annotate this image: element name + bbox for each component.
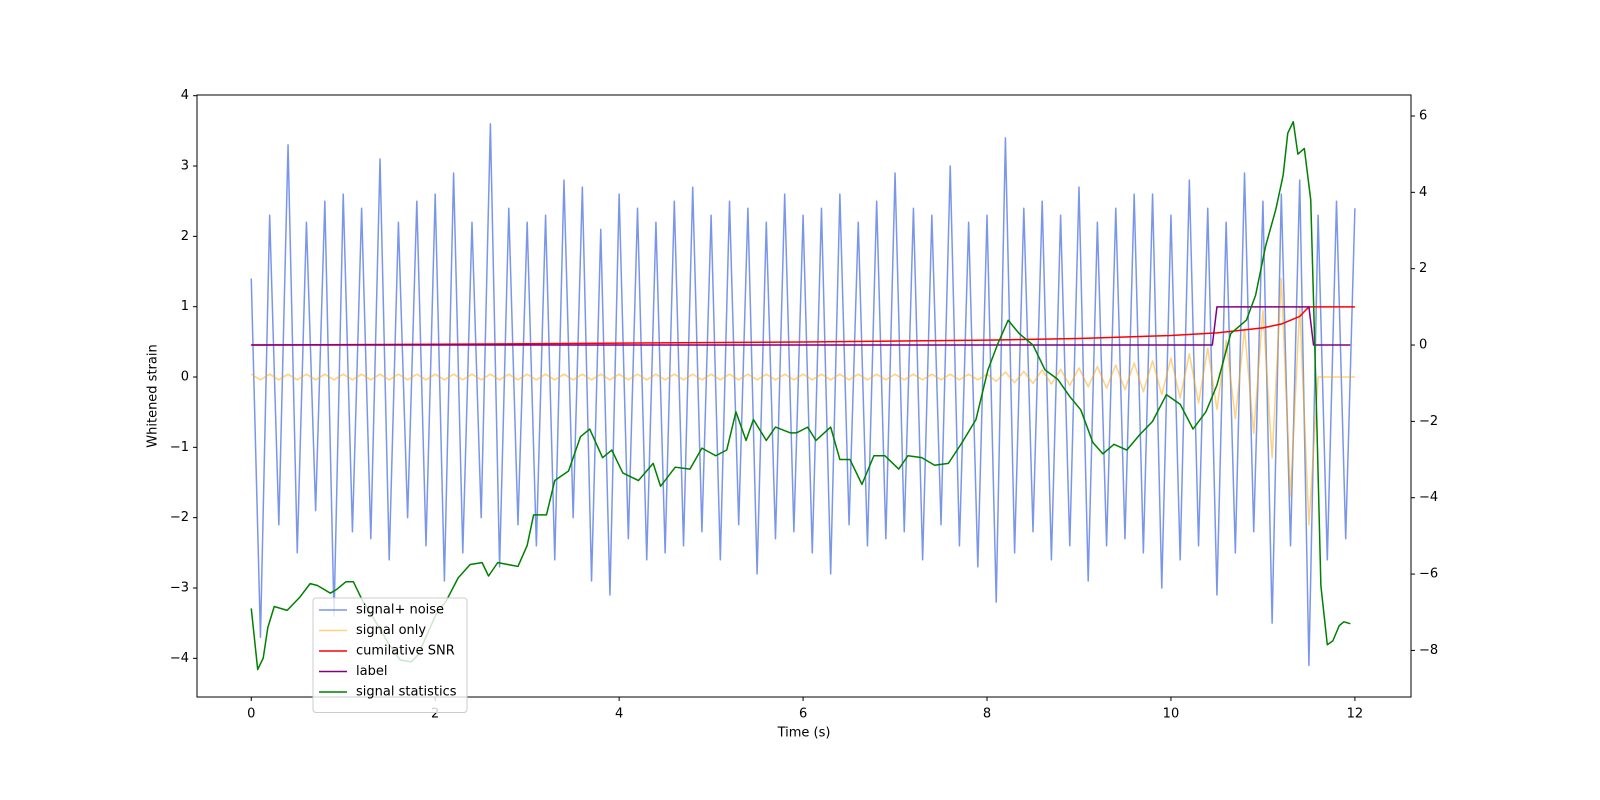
y-tick-label: −1 (170, 440, 189, 455)
x-tick-label: 0 (247, 707, 255, 722)
y2-tick-label: 0 (1419, 338, 1427, 353)
y2-tick-label: −6 (1419, 567, 1438, 582)
x-tick-label: 6 (799, 707, 807, 722)
y2-tick-label: 6 (1419, 108, 1427, 123)
y-tick-label: 3 (181, 159, 189, 174)
series-line (251, 306, 1355, 346)
y-tick-label: −3 (170, 580, 189, 595)
y2-tick-label: 4 (1419, 185, 1427, 200)
legend-box (312, 597, 468, 713)
y-tick-label: 0 (181, 370, 189, 385)
y2-tick-label: −8 (1419, 643, 1438, 658)
y2-tick-label: 2 (1419, 261, 1427, 276)
legend: signal+ noise signal only cumilative SNR la… (312, 597, 468, 713)
y-axis-label: Whitened strain (146, 344, 161, 447)
legend-label: signal statistics (356, 685, 457, 700)
series-line (250, 277, 1355, 526)
y-tick-label: 2 (181, 229, 189, 244)
legend-label: signal only (356, 623, 426, 638)
x-tick-label: 2 (431, 707, 439, 722)
x-tick-label: 4 (615, 707, 623, 722)
x-tick-label: 12 (1347, 707, 1364, 722)
axes-frame (196, 94, 1412, 698)
legend-label: signal+ noise (356, 603, 444, 618)
legend-label: label (356, 664, 387, 679)
x-axis-label: Time (s) (777, 726, 831, 741)
x-tick-label: 10 (1163, 707, 1180, 722)
series-line (251, 306, 1351, 346)
x-tick-label: 8 (983, 707, 991, 722)
y2-tick-label: −2 (1419, 414, 1438, 429)
y-tick-label: −4 (170, 651, 189, 666)
y2-tick-label: −4 (1419, 490, 1438, 505)
legend-label: cumilative SNR (356, 644, 455, 659)
y-tick-label: −2 (170, 510, 189, 525)
y-tick-label: 1 (181, 299, 189, 314)
series-line (250, 123, 1356, 667)
y-tick-label: 4 (181, 88, 189, 103)
